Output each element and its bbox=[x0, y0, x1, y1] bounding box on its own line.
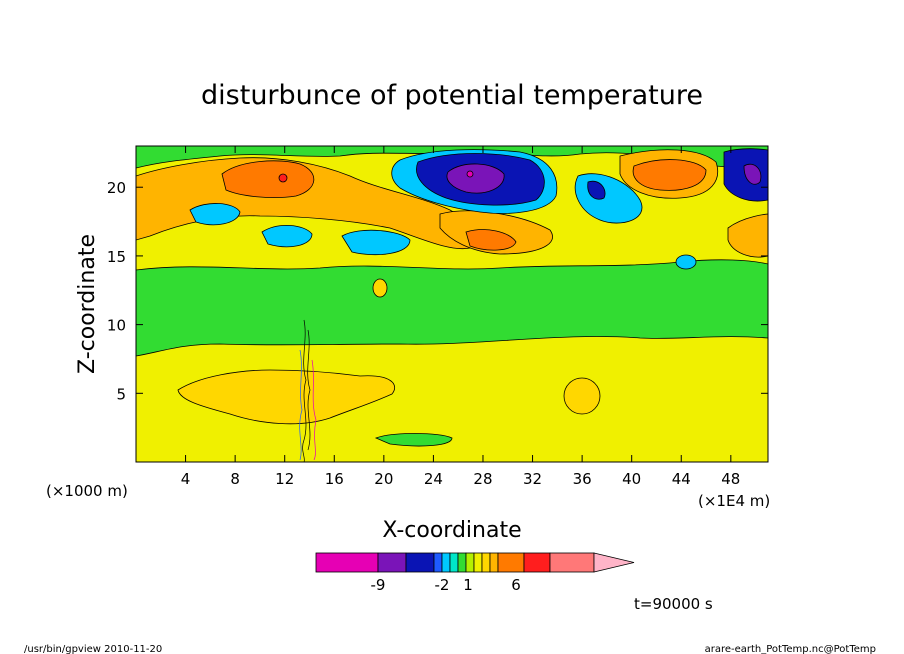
y-axis-label: Z-coordinate bbox=[75, 234, 100, 374]
y-tick-label: 10 bbox=[107, 317, 126, 335]
contour-field bbox=[136, 146, 768, 462]
x-tick-label: 12 bbox=[275, 470, 294, 488]
colorbar-label: 1 bbox=[463, 576, 473, 594]
field-purple-right bbox=[743, 163, 762, 185]
x-axis-label: X-coordinate bbox=[382, 518, 521, 543]
footer-left: /usr/bin/gpview 2010-11-20 bbox=[24, 644, 162, 654]
field-vertical-plume bbox=[299, 319, 317, 462]
field-darkorange-left bbox=[221, 160, 315, 198]
x-tick-label: 28 bbox=[473, 470, 492, 488]
colorbar-segment bbox=[377, 552, 407, 573]
x-tick-label: 48 bbox=[721, 470, 740, 488]
field-darkorange-mid bbox=[465, 229, 517, 251]
colorbar-segment bbox=[481, 552, 491, 573]
colorbar-segment bbox=[549, 552, 595, 573]
colorbar-segment bbox=[465, 552, 475, 573]
footer-right: arare-earth_PotTemp.nc@PotTemp bbox=[705, 644, 876, 654]
field-blue-blob-4 bbox=[587, 180, 606, 200]
colorbar-labels: -9 -2 1 6 bbox=[371, 576, 521, 594]
chart-title: disturbunce of potential temperature bbox=[201, 80, 703, 111]
field-red-spot bbox=[278, 173, 288, 183]
field-orange-far-right bbox=[727, 213, 768, 258]
y-tick-label: 5 bbox=[116, 385, 126, 403]
colorbar-segment bbox=[489, 552, 499, 573]
field-orange-low-right bbox=[563, 377, 601, 415]
x-tick-label: 40 bbox=[622, 470, 641, 488]
y-tick-label: 20 bbox=[107, 179, 126, 197]
x-tick-label: 44 bbox=[672, 470, 691, 488]
field-cyan-blob-1 bbox=[189, 203, 241, 226]
x-unit-right: (×1E4 m) bbox=[698, 492, 770, 510]
x-axis-ticks: 4 8 12 16 20 24 28 32 36 40 44 48 bbox=[181, 146, 740, 488]
field-green-band bbox=[136, 259, 768, 357]
x-unit-left: (×1000 m) bbox=[46, 482, 128, 500]
colorbar-segment bbox=[449, 552, 459, 573]
x-tick-label: 32 bbox=[523, 470, 542, 488]
colorbar-label: 6 bbox=[511, 576, 521, 594]
colorbar-segment bbox=[315, 552, 379, 573]
x-tick-label: 16 bbox=[325, 470, 344, 488]
y-tick-label: 15 bbox=[107, 248, 126, 266]
colorbar-segment bbox=[405, 552, 435, 573]
x-tick-label: 4 bbox=[181, 470, 191, 488]
colorbar-segment bbox=[473, 552, 483, 573]
colorbar-segment bbox=[433, 552, 443, 573]
time-label: t=90000 s bbox=[634, 595, 713, 613]
x-tick-label: 24 bbox=[424, 470, 443, 488]
x-tick-label: 36 bbox=[573, 470, 592, 488]
x-tick-label: 20 bbox=[374, 470, 393, 488]
field-darkorange-right bbox=[632, 159, 707, 191]
x-tick-label: 8 bbox=[230, 470, 240, 488]
field-magenta-spot bbox=[466, 170, 474, 178]
y-axis-ticks: 5 10 15 20 bbox=[107, 179, 768, 403]
colorbar-segment bbox=[441, 552, 451, 573]
colorbar bbox=[315, 552, 635, 573]
colorbar-segment bbox=[497, 552, 525, 573]
field-orange-low-left bbox=[177, 369, 395, 425]
field-green-low bbox=[374, 433, 453, 447]
field-purple-center bbox=[446, 163, 505, 194]
field-small-blob bbox=[372, 278, 388, 298]
field-cyan-blob-3 bbox=[341, 229, 411, 256]
plot-frame bbox=[135, 145, 769, 463]
colorbar-segment bbox=[457, 552, 467, 573]
field-cyan-small-right bbox=[675, 254, 697, 270]
colorbar-label: -9 bbox=[371, 576, 386, 594]
field-cyan-blob-2 bbox=[261, 225, 313, 248]
colorbar-arrow bbox=[593, 552, 635, 573]
colorbar-segment bbox=[523, 552, 551, 573]
colorbar-label: -2 bbox=[435, 576, 450, 594]
